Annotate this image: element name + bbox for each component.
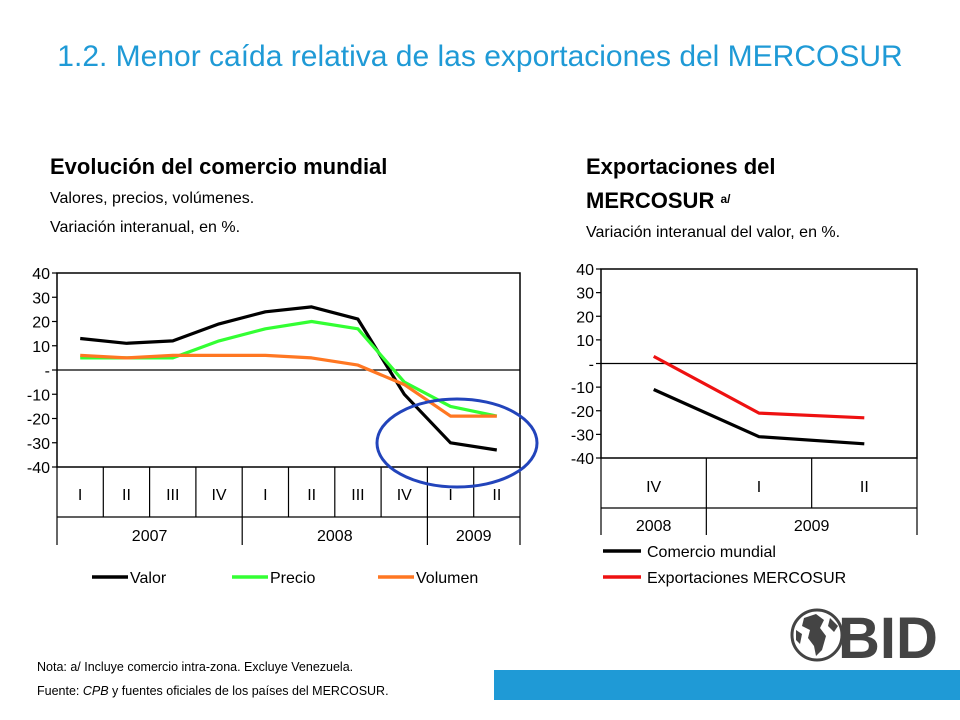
mercosur-ytick-label: - xyxy=(589,357,594,374)
mercosur-series-line xyxy=(652,354,865,420)
mercosur-ytick-label: -10 xyxy=(571,380,594,397)
legend-label: Exportaciones MERCOSUR xyxy=(647,570,846,587)
footnotes: Nota: a/ Incluye comercio intra-zona. Ex… xyxy=(37,655,389,703)
world-trade-ytick-label: 20 xyxy=(32,315,50,332)
world-trade-ytick-label: -30 xyxy=(27,436,50,453)
world-trade-quarter-label: I xyxy=(448,487,452,504)
world-trade-ytick-label: -10 xyxy=(27,387,50,404)
left-chart-subtitle-1: Valores, precios, volúmenes. xyxy=(50,190,255,207)
mercosur-quarter-label: IV xyxy=(646,479,661,496)
mercosur-ytick-label: 20 xyxy=(576,309,594,326)
world-trade-quarter-label: I xyxy=(263,487,267,504)
world-trade-ytick-label: -20 xyxy=(27,412,50,429)
world-trade-ytick-label: 10 xyxy=(32,339,50,356)
legend-label: Valor xyxy=(130,570,167,587)
right-chart-subtitle: Variación interanual del valor, en %. xyxy=(586,224,841,241)
footnote-marker: a/ xyxy=(720,192,731,206)
world-trade-quarter-label: III xyxy=(351,487,364,504)
left-chart-title: Evolución del comercio mundial xyxy=(50,154,388,179)
world-trade-ytick-label: - xyxy=(45,363,50,380)
right-chart-title-1: Exportaciones del xyxy=(586,154,776,179)
right-chart-title-mercosur: MERCOSUR xyxy=(586,188,715,213)
world-trade-series-line xyxy=(80,305,498,452)
left-chart-heading: Evolución del comercio mundial Valores, … xyxy=(50,150,387,242)
source-suffix: y fuentes oficiales de los países del ME… xyxy=(108,684,389,698)
mercosur-ytick-label: 10 xyxy=(576,333,594,350)
world-trade-quarter-label: IV xyxy=(211,487,226,504)
world-trade-ytick-label: -40 xyxy=(27,460,50,477)
world-trade-quarter-label: II xyxy=(492,487,501,504)
mercosur-year-label: 2008 xyxy=(636,518,672,535)
footer-bar xyxy=(494,670,960,700)
mercosur-ytick-label: 40 xyxy=(576,262,594,279)
slide-title: 1.2. Menor caída relativa de las exporta… xyxy=(57,40,903,73)
world-trade-series-line xyxy=(80,353,497,418)
note-line: Nota: a/ Incluye comercio intra-zona. Ex… xyxy=(37,660,354,674)
source-prefix: Fuente: xyxy=(37,684,83,698)
highlight-circle xyxy=(375,397,539,489)
legend-label: Precio xyxy=(270,570,315,587)
world-trade-quarter-label: III xyxy=(166,487,179,504)
mercosur-quarter-label: II xyxy=(860,479,869,496)
legend-label: Comercio mundial xyxy=(647,544,776,561)
bid-logo: BID xyxy=(790,606,936,664)
world-trade-year-label: 2007 xyxy=(132,528,168,545)
mercosur-quarter-label: I xyxy=(757,479,761,496)
mercosur-year-label: 2009 xyxy=(794,518,830,535)
world-trade-quarter-label: I xyxy=(78,487,82,504)
world-trade-ytick-label: 30 xyxy=(32,290,50,307)
left-chart-subtitle-2: Variación interanual, en %. xyxy=(50,219,241,236)
world-trade-quarter-label: IV xyxy=(397,487,412,504)
world-trade-year-label: 2009 xyxy=(456,528,492,545)
legend-label: Volumen xyxy=(416,570,478,587)
logo-text: BID xyxy=(838,606,936,664)
mercosur-ytick-label: 30 xyxy=(576,286,594,303)
mercosur-series-line xyxy=(653,388,865,446)
mercosur-ytick-label: -20 xyxy=(571,404,594,421)
world-trade-year-label: 2008 xyxy=(317,528,353,545)
right-chart-heading: Exportaciones del MERCOSUR a/ Variación … xyxy=(586,150,840,247)
world-trade-ytick-label: 40 xyxy=(32,266,50,283)
mercosur-ytick-label: -40 xyxy=(571,451,594,468)
world-trade-quarter-label: II xyxy=(122,487,131,504)
world-trade-quarter-label: II xyxy=(307,487,316,504)
source-italic: CPB xyxy=(82,684,109,698)
mercosur-ytick-label: -30 xyxy=(571,427,594,444)
right-chart-title-2: MERCOSUR a/ xyxy=(586,184,840,218)
source-line: Fuente: CPB y fuentes oficiales de los p… xyxy=(37,679,389,703)
globe-icon xyxy=(790,608,844,662)
